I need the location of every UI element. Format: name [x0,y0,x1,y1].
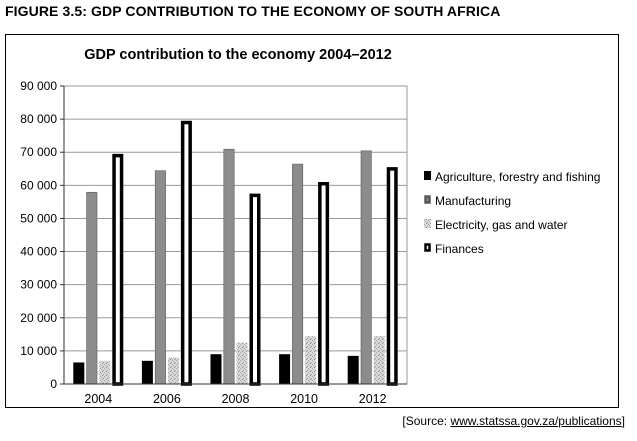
bar [249,193,261,386]
x-tick-label: 2010 [290,392,318,406]
legend-swatch [424,171,431,180]
bar [236,342,248,384]
bar [112,153,124,386]
chart-frame: GDP contribution to the economy 2004–201… [5,34,619,408]
bar [292,163,304,385]
x-tick-label: 2004 [84,392,112,406]
bar [386,167,398,386]
source-link[interactable]: www.statssa.gov.za/publications [450,414,622,428]
bar [223,148,235,385]
legend-swatch [424,195,431,204]
y-tick-label: 60 000 [20,178,57,192]
figure-heading: FIGURE 3.5: GDP CONTRIBUTION TO THE ECON… [5,3,501,19]
bar [73,362,85,384]
bar [180,120,192,386]
legend-label: Finances [435,242,484,256]
y-tick-label: 0 [50,377,57,391]
bar [141,360,153,384]
y-tick-label: 20 000 [20,311,57,325]
bar [86,191,98,385]
bar [210,354,222,384]
x-tick-label: 2008 [222,392,250,406]
legend-label: Manufacturing [435,194,511,208]
y-tick-label: 30 000 [20,278,57,292]
legend-label: Electricity, gas and water [435,218,568,232]
bar [99,360,111,384]
bar [279,354,291,384]
y-tick-label: 80 000 [20,112,57,126]
source-note: [Source: www.statssa.gov.za/publications… [402,414,625,428]
bar [305,335,317,384]
bar [167,357,179,384]
y-tick-label: 10 000 [20,344,57,358]
y-tick-label: 70 000 [20,145,57,159]
bar [373,335,385,384]
y-tick-label: 50 000 [20,211,57,225]
bar [347,355,359,384]
legend-label: Agriculture, forestry and fishing [435,170,600,184]
y-tick-label: 40 000 [20,245,57,259]
x-tick-label: 2012 [359,392,387,406]
bar-chart: GDP contribution to the economy 2004–201… [20,47,600,406]
bar [154,170,166,385]
bar [360,150,372,385]
bar [318,182,330,386]
source-prefix: [Source: [402,414,451,428]
x-tick-label: 2006 [153,392,181,406]
source-suffix: ] [621,414,625,428]
chart-title: GDP contribution to the economy 2004–201… [84,47,392,63]
y-tick-label: 90 000 [20,79,57,93]
legend-swatch [424,243,431,252]
legend-swatch [424,219,431,228]
